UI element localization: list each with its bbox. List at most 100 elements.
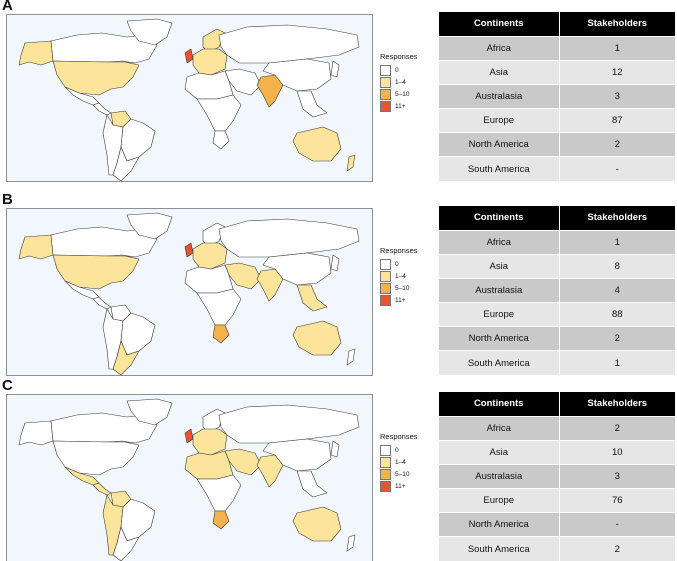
- legend-label: 11+: [395, 102, 406, 110]
- legend-label: 11+: [395, 482, 406, 490]
- continent-cell: Australasia: [439, 277, 560, 303]
- panel-a: A Responses 0 1–4 5–10 11+ Continents St…: [0, 0, 677, 182]
- world-map: [6, 14, 373, 182]
- map-legend: Responses 0 1–4 5–10 11+: [380, 52, 432, 112]
- continent-cell: Asia: [439, 253, 560, 279]
- legend-label: 0: [395, 260, 399, 268]
- legend-label: 5–10: [395, 284, 410, 292]
- legend-title: Responses: [380, 52, 418, 61]
- continent-cell: Asia: [439, 439, 560, 465]
- country-region-uk: [184, 242, 194, 258]
- panel-letter: B: [2, 191, 13, 208]
- stakeholders-cell: 1: [559, 350, 675, 376]
- legend-swatch: [380, 480, 391, 492]
- table-row: North America -: [439, 512, 675, 537]
- legend-item: 0: [380, 258, 432, 270]
- country-region-argentina: [112, 526, 140, 561]
- country-region-africa-central: [196, 94, 242, 132]
- country-region-africa-north: [184, 450, 234, 480]
- country-region-europe: [192, 48, 228, 76]
- country-region-russia: [218, 218, 360, 258]
- stakeholders-cell: 3: [559, 83, 675, 109]
- table-row: Europe 88: [439, 302, 675, 327]
- country-region-greenland: [126, 398, 173, 426]
- continent-cell: Australasia: [439, 463, 560, 489]
- stakeholders-cell: 1: [559, 35, 675, 61]
- table-row: Europe 87: [439, 108, 675, 133]
- legend-label: 0: [395, 66, 399, 74]
- table-row: Asia 10: [439, 439, 675, 465]
- continent-cell: Australasia: [439, 83, 560, 109]
- legend-item: 1–4: [380, 270, 432, 282]
- panel-b: B Responses 0 1–4 5–10 11+ Continents St…: [0, 191, 677, 376]
- country-region-china: [262, 252, 332, 286]
- legend-label: 5–10: [395, 470, 410, 478]
- continent-cell: North America: [439, 326, 560, 351]
- stakeholders-cell: 88: [559, 302, 675, 327]
- country-region-usa: [52, 254, 140, 290]
- table-row: South America -: [439, 156, 675, 182]
- country-region-brazil: [120, 118, 156, 162]
- country-region-africa-central: [196, 474, 242, 512]
- legend-item: 11+: [380, 480, 432, 492]
- country-region-central-america: [92, 296, 112, 310]
- legend-title: Responses: [380, 246, 418, 255]
- stakeholders-cell: 4: [559, 277, 675, 303]
- stakeholders-cell: 2: [559, 132, 675, 157]
- stakeholders-cell: 3: [559, 463, 675, 489]
- legend-label: 5–10: [395, 90, 410, 98]
- country-region-uk: [184, 428, 194, 444]
- country-region-argentina: [112, 340, 140, 375]
- country-region-new-zealand: [346, 534, 356, 552]
- panel-letter: A: [2, 0, 13, 14]
- column-header-continents: Continents: [439, 206, 560, 230]
- legend-item: 0: [380, 444, 432, 456]
- table-row: Africa 1: [439, 35, 675, 61]
- continent-cell: Africa: [439, 35, 560, 61]
- stakeholders-cell: -: [559, 156, 675, 182]
- legend-title: Responses: [380, 432, 418, 441]
- legend-swatch: [380, 270, 391, 282]
- country-region-europe: [192, 242, 228, 270]
- country-region-argentina: [112, 146, 140, 181]
- country-region-usa: [52, 60, 140, 96]
- legend-item: 1–4: [380, 456, 432, 468]
- country-region-uk: [184, 48, 194, 64]
- legend-swatch: [380, 294, 391, 306]
- continent-cell: South America: [439, 350, 560, 376]
- table-row: North America 2: [439, 132, 675, 157]
- country-region-japan: [330, 440, 340, 458]
- country-region-southeast-asia: [296, 470, 328, 498]
- country-region-alaska: [18, 40, 54, 66]
- legend-label: 1–4: [395, 458, 406, 466]
- stakeholders-cell: 10: [559, 439, 675, 465]
- stakeholders-cell: 2: [559, 415, 675, 441]
- legend-item: 5–10: [380, 282, 432, 294]
- table-row: Australasia 3: [439, 83, 675, 109]
- table-row: Africa 2: [439, 415, 675, 441]
- table-row: North America 2: [439, 326, 675, 351]
- world-map: [6, 208, 373, 376]
- table-row: South America 2: [439, 536, 675, 561]
- country-region-australia: [292, 320, 342, 356]
- country-region-russia: [218, 24, 360, 64]
- country-region-africa-central: [196, 288, 242, 326]
- legend-swatch: [380, 468, 391, 480]
- country-region-usa: [52, 440, 140, 476]
- continent-cell: Africa: [439, 415, 560, 441]
- country-region-south-africa: [212, 130, 230, 150]
- stakeholders-cell: 8: [559, 253, 675, 279]
- table-row: South America 1: [439, 350, 675, 376]
- legend-swatch: [380, 456, 391, 468]
- legend-item: 5–10: [380, 468, 432, 480]
- legend-swatch: [380, 88, 391, 100]
- country-region-alaska: [18, 234, 54, 260]
- legend-label: 0: [395, 446, 399, 454]
- table-row: Europe 76: [439, 488, 675, 513]
- continent-cell: Africa: [439, 229, 560, 255]
- continent-cell: South America: [439, 536, 560, 561]
- country-region-africa-north: [184, 70, 234, 100]
- legend-swatch: [380, 76, 391, 88]
- continent-cell: North America: [439, 132, 560, 157]
- map-legend: Responses 0 1–4 5–10 11+: [380, 432, 432, 492]
